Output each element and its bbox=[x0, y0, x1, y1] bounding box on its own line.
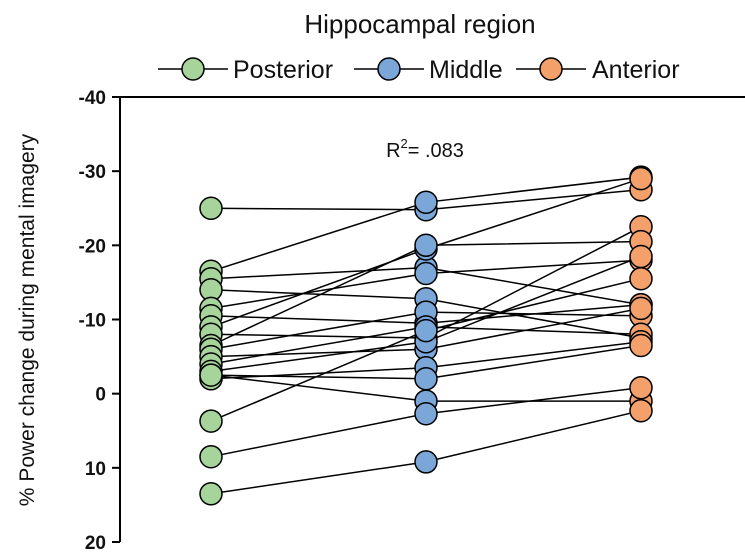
legend-marker bbox=[181, 57, 205, 81]
r-squared-annotation: R2= .083 bbox=[386, 136, 464, 162]
anterior-point bbox=[629, 166, 653, 191]
legend-label: Posterior bbox=[233, 56, 333, 84]
y-tick-label: -10 bbox=[79, 311, 106, 332]
posterior-point bbox=[199, 482, 223, 506]
posterior-point bbox=[199, 363, 223, 387]
anterior-point bbox=[629, 375, 653, 400]
legend-item-posterior: Posterior bbox=[158, 56, 333, 84]
anterior-point bbox=[629, 244, 653, 269]
chart-title: Hippocampal region bbox=[304, 9, 535, 39]
middle-point bbox=[414, 450, 438, 474]
y-tick-label: 0 bbox=[95, 385, 106, 406]
y-tick-label: -30 bbox=[79, 162, 106, 183]
anterior-point bbox=[629, 266, 653, 291]
legend-item-anterior: Anterior bbox=[516, 56, 680, 84]
legend-label: Middle bbox=[429, 56, 503, 84]
legend-marker bbox=[539, 57, 563, 81]
y-tick-label: -40 bbox=[79, 88, 106, 109]
posterior-point bbox=[199, 409, 223, 433]
legend-label: Anterior bbox=[592, 56, 680, 84]
legend-item-middle: Middle bbox=[354, 56, 503, 84]
axes: -40 -30 -20 -10 0 10 20 bbox=[79, 88, 745, 552]
middle-point bbox=[414, 190, 438, 215]
y-tick-label: 10 bbox=[85, 459, 106, 480]
y-axis-label: % Power change during mental imagery bbox=[16, 133, 39, 506]
middle-point bbox=[414, 318, 438, 343]
y-tick-label: 20 bbox=[85, 533, 106, 552]
middle-point bbox=[414, 261, 438, 286]
posterior-point bbox=[199, 444, 223, 469]
anterior-point bbox=[629, 333, 653, 358]
anterior-point bbox=[629, 296, 653, 321]
legend-marker bbox=[377, 57, 401, 81]
posterior-point bbox=[199, 196, 223, 221]
middle-point bbox=[414, 401, 438, 426]
data-points bbox=[199, 165, 653, 506]
legend: Posterior Middle Anterior bbox=[158, 56, 680, 84]
anterior-point bbox=[629, 398, 653, 423]
y-tick-label: -20 bbox=[79, 236, 106, 257]
middle-point bbox=[414, 233, 438, 258]
middle-point bbox=[414, 367, 438, 391]
